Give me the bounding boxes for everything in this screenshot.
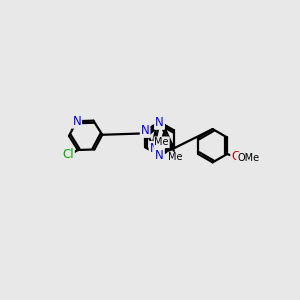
Text: O: O — [231, 150, 241, 163]
Text: N: N — [155, 149, 164, 162]
Text: Cl: Cl — [62, 148, 74, 161]
Text: N: N — [155, 116, 164, 129]
Text: N: N — [150, 142, 158, 155]
Text: N: N — [72, 115, 81, 128]
Text: OMe: OMe — [237, 153, 259, 163]
Text: N: N — [155, 116, 164, 129]
Text: N: N — [141, 124, 149, 137]
Text: Me: Me — [154, 137, 169, 147]
Text: Me: Me — [168, 152, 183, 163]
